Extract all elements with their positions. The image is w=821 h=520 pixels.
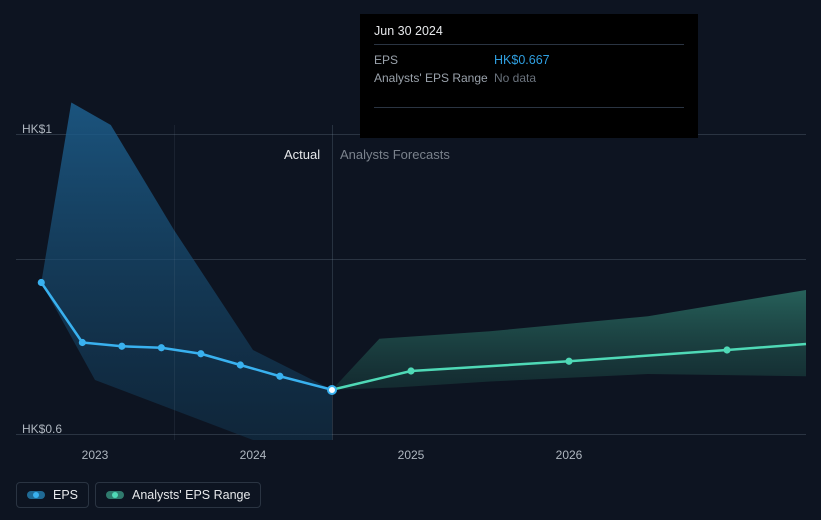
tooltip-key: Analysts' EPS Range: [374, 69, 494, 87]
legend-item-eps[interactable]: EPS: [16, 482, 89, 508]
tooltip-value: HK$0.667: [494, 51, 550, 69]
eps-forecast-marker: [565, 358, 572, 365]
tooltip-row: Analysts' EPS Range No data: [374, 69, 684, 87]
eps-forecast-marker: [407, 367, 414, 374]
legend-swatch: [27, 491, 45, 499]
highlight-marker: [327, 385, 337, 395]
tooltip-title: Jun 30 2024: [374, 24, 684, 45]
chart-plot-area[interactable]: [16, 130, 806, 440]
legend-label: EPS: [53, 488, 78, 502]
x-tick-label: 2026: [556, 448, 583, 462]
tooltip: Jun 30 2024 EPS HK$0.667 Analysts' EPS R…: [360, 14, 698, 138]
legend-label: Analysts' EPS Range: [132, 488, 250, 502]
x-tick-label: 2023: [82, 448, 109, 462]
x-tick-label: 2024: [240, 448, 267, 462]
x-tick-label: 2025: [398, 448, 425, 462]
eps-actual-marker: [158, 344, 165, 351]
gridline-vertical: [174, 125, 175, 440]
eps-actual-marker: [79, 339, 86, 346]
legend-swatch: [106, 491, 124, 499]
eps-actual-marker: [118, 343, 125, 350]
divider: [374, 107, 684, 108]
eps-actual-marker: [237, 361, 244, 368]
legend-item-range[interactable]: Analysts' EPS Range: [95, 482, 261, 508]
tooltip-key: EPS: [374, 51, 494, 69]
eps-forecast-marker: [723, 346, 730, 353]
tooltip-value: No data: [494, 69, 536, 87]
tooltip-row: EPS HK$0.667: [374, 51, 684, 69]
eps-actual-marker: [197, 350, 204, 357]
range-forecast-area: [332, 290, 806, 390]
eps-actual-marker: [276, 373, 283, 380]
eps-actual-marker: [38, 279, 45, 286]
range-actual-area: [41, 103, 332, 441]
legend: EPS Analysts' EPS Range: [16, 482, 261, 508]
